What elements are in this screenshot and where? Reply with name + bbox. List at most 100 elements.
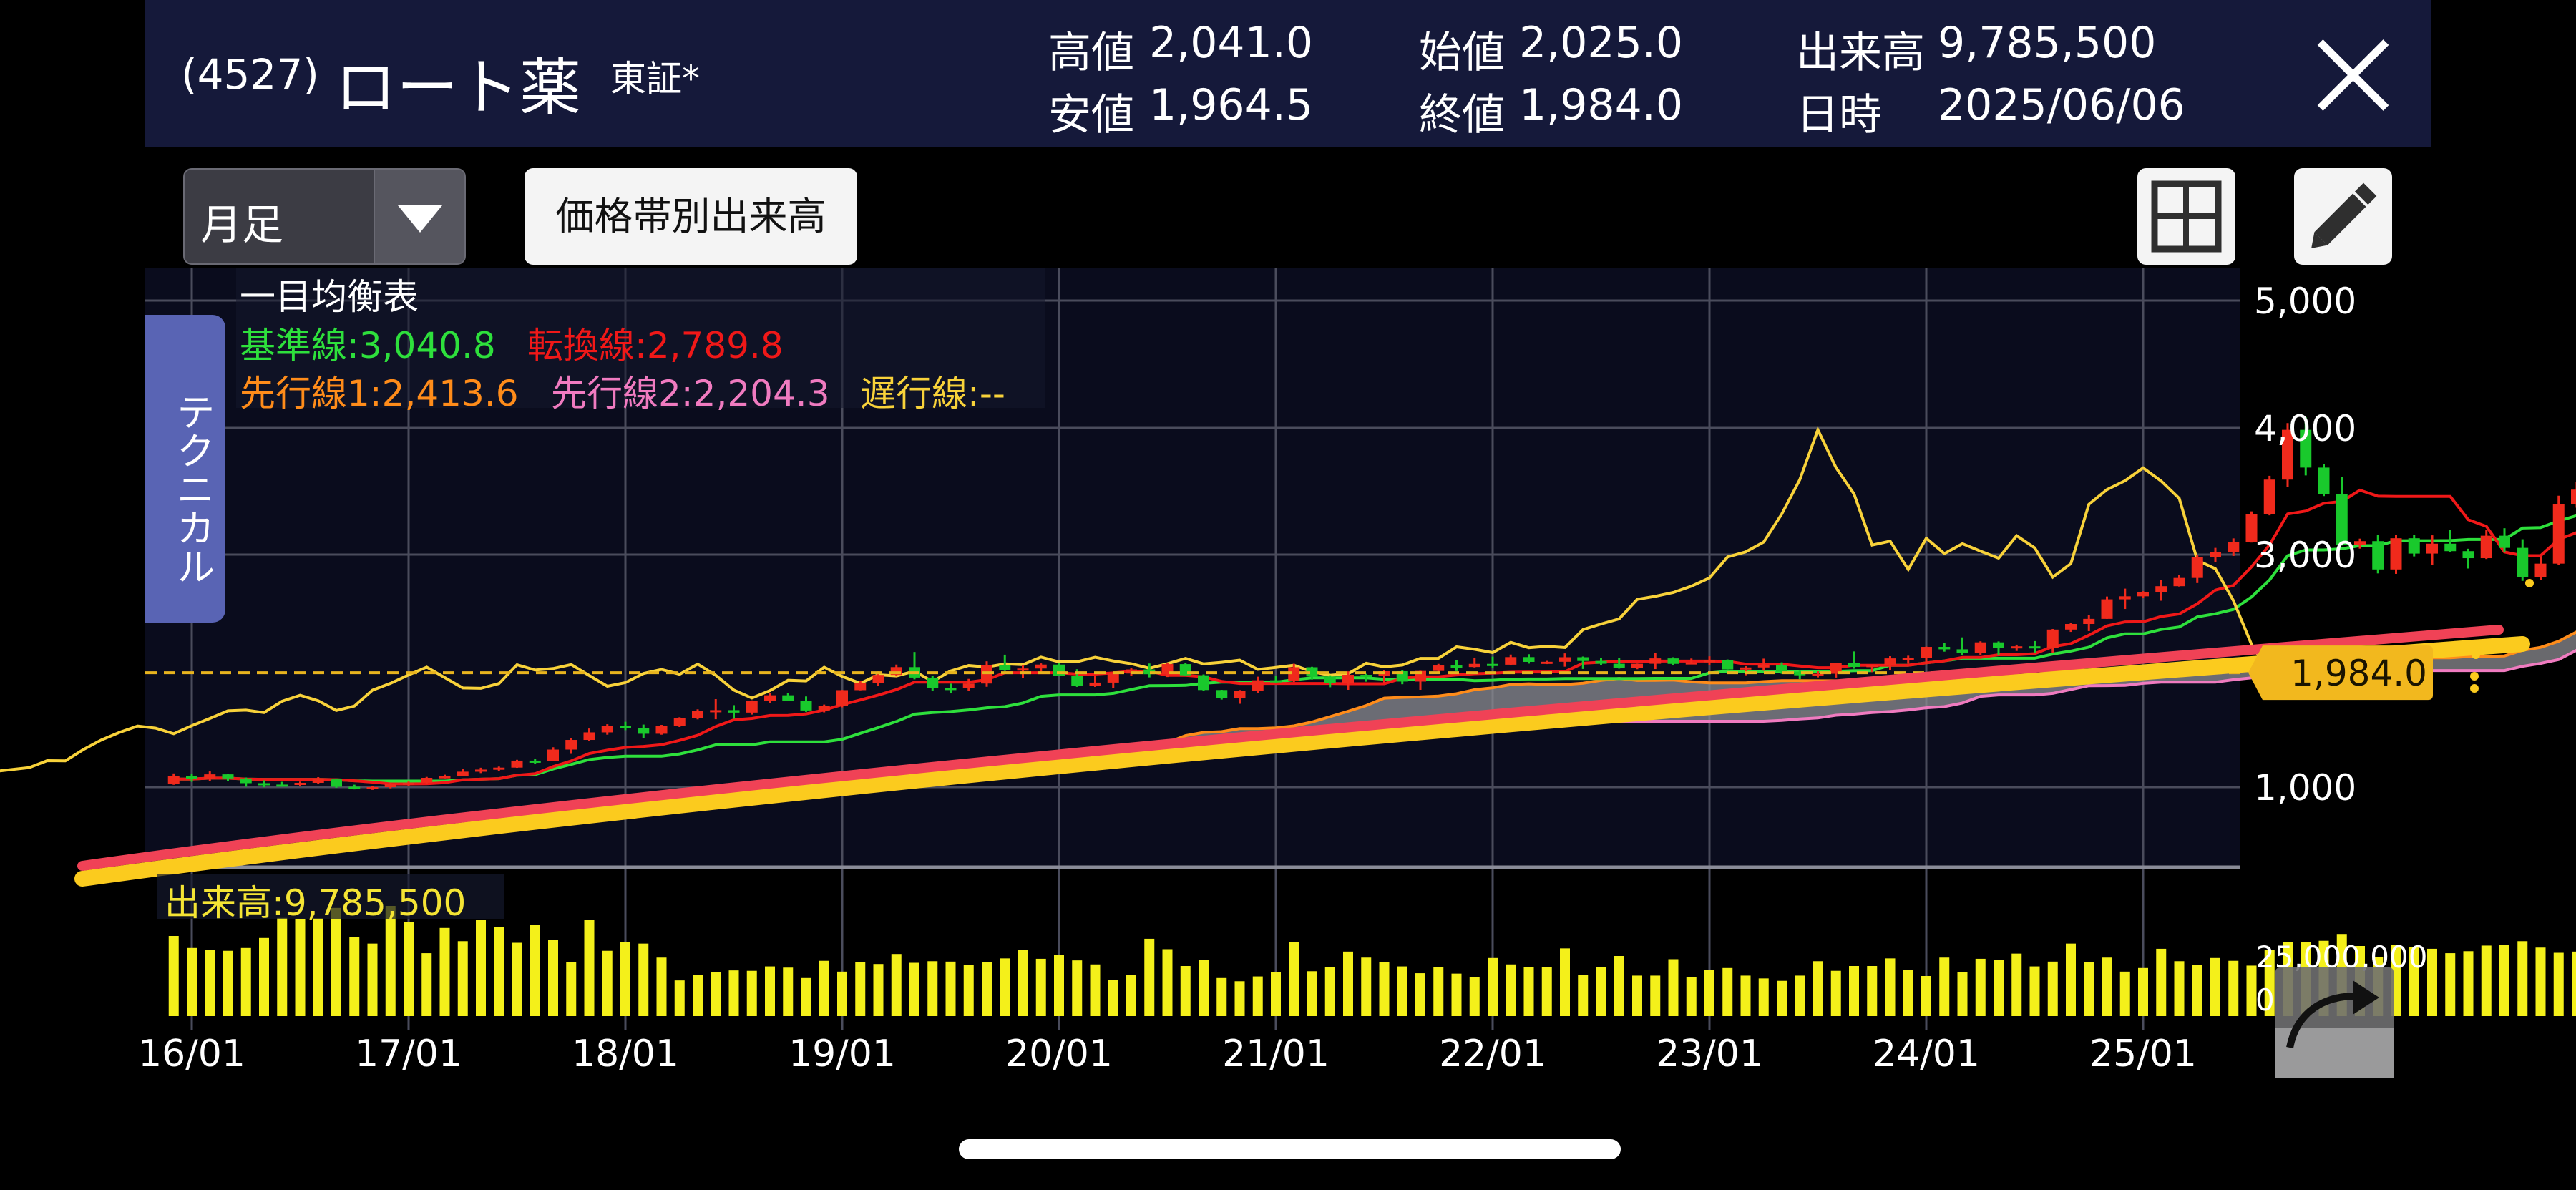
candle-body [2155, 586, 2167, 592]
x-tick-label: 22/01 [1439, 1033, 1546, 1076]
volume-bar [1324, 967, 1335, 1016]
legend-title: 一目均衡表 [240, 276, 419, 318]
candle-body [1216, 690, 1228, 698]
candle-body [2245, 514, 2258, 542]
candle-body [999, 665, 1011, 670]
candle-body [1649, 658, 1662, 664]
drawn-trendline-red[interactable] [77, 625, 2504, 871]
candle-body [1685, 662, 1697, 665]
candle-body [1360, 675, 1372, 678]
volume-bar [1180, 966, 1191, 1016]
volume-bar [512, 942, 522, 1016]
candle-body [348, 786, 361, 789]
candle-body [1450, 665, 1463, 668]
volume-bar [1379, 962, 1390, 1016]
volume-label: 出来高 [1796, 28, 1925, 78]
candle-body [1794, 671, 1806, 676]
volume-bar [530, 925, 540, 1016]
candle-body [2517, 547, 2529, 577]
volume-bar [2011, 953, 2022, 1016]
candle-body [890, 667, 902, 676]
volume-bar [1722, 967, 1733, 1016]
trendline-handle[interactable] [2470, 684, 2479, 693]
candle-body [1704, 660, 1715, 663]
volume-bar [1704, 970, 1714, 1016]
candle-body [421, 778, 433, 783]
volume-bar [638, 943, 649, 1016]
volume-bar [1415, 973, 1425, 1016]
volume-bar [2481, 945, 2492, 1016]
candle-body [439, 776, 451, 779]
volume-bar [2228, 960, 2239, 1016]
candle-body [2101, 599, 2113, 619]
volume-bar [765, 966, 775, 1016]
candle-body [2137, 592, 2149, 597]
technical-tab-label: テクニカル [170, 392, 215, 585]
volume-bar [1000, 958, 1010, 1016]
price-tag-label: 1,984.0 [2290, 653, 2427, 694]
volume-bar [1469, 977, 1480, 1016]
volume-bar [457, 941, 468, 1016]
candle-body [1938, 647, 1951, 650]
volume-bar [711, 972, 721, 1016]
period-value: 月足 [200, 200, 284, 249]
volume-bar [746, 970, 757, 1016]
volume-bar [548, 940, 558, 1016]
draw-tool-button[interactable] [2294, 168, 2392, 265]
period-select[interactable]: 月足 [183, 168, 466, 265]
open-label: 始値 [1419, 28, 1505, 78]
volume-bar [909, 962, 919, 1016]
candle-body [186, 776, 197, 779]
x-tick-label: 24/01 [1873, 1033, 1980, 1076]
volume-bar [1975, 958, 1986, 1016]
candle-body [2263, 479, 2275, 514]
home-indicator[interactable] [959, 1139, 1621, 1159]
candle-body [962, 683, 975, 688]
layout-grid-button[interactable] [2137, 168, 2235, 265]
technical-tab[interactable]: テクニカル [145, 315, 225, 623]
volume-bar [873, 964, 884, 1016]
legend-senkou2: 先行線2:2,204.3 [551, 373, 830, 414]
legend-chikou: 遅行線:-- [860, 373, 1005, 414]
volume-bar [1199, 960, 1209, 1016]
candle-body [2083, 618, 2095, 625]
candle-body [529, 760, 541, 763]
volume-bar [313, 918, 323, 1016]
volume-bar [1758, 978, 1769, 1016]
candle-body [1559, 657, 1571, 662]
candle-body [1523, 657, 1535, 662]
candle-body [2444, 543, 2457, 552]
y-tick-label: 3,000 [2254, 535, 2356, 576]
volume-bar [2246, 965, 2257, 1016]
candle-body [2119, 596, 2131, 600]
volume-profile-button[interactable]: 価格帯別出来高 [525, 168, 857, 265]
share-button[interactable] [2275, 967, 2394, 1078]
volume-bar [1035, 958, 1046, 1016]
volume-bar [656, 957, 667, 1016]
trendline-handle[interactable] [2470, 672, 2479, 681]
chevron-down-icon[interactable] [374, 170, 464, 263]
volume-bar [1994, 960, 2004, 1016]
candle-body [331, 779, 342, 787]
x-tick-label: 23/01 [1656, 1033, 1763, 1076]
volume-bar [1307, 971, 1317, 1016]
candle-body [403, 782, 414, 785]
volume-bar [2264, 950, 2275, 1016]
volume-bar [1488, 957, 1498, 1016]
candle-body [1613, 663, 1625, 668]
candle-body [2046, 629, 2059, 648]
candle-body [945, 688, 957, 691]
pencil-icon [2311, 182, 2377, 248]
drawn-trendline-yellow[interactable] [74, 636, 2530, 887]
high-value: 2,041.0 [1149, 18, 1314, 68]
trendline-handle[interactable] [2472, 650, 2480, 659]
volume-bar [2138, 967, 2148, 1016]
volume-bar [1523, 967, 1534, 1016]
volume-bar [1271, 972, 1281, 1016]
y-tick-label: 1,000 [2254, 767, 2356, 809]
trendline-handle[interactable] [2525, 579, 2534, 587]
candle-body [384, 784, 396, 787]
candle-body [1017, 668, 1029, 671]
legend-senkou1: 先行線1:2,413.6 [240, 373, 519, 414]
